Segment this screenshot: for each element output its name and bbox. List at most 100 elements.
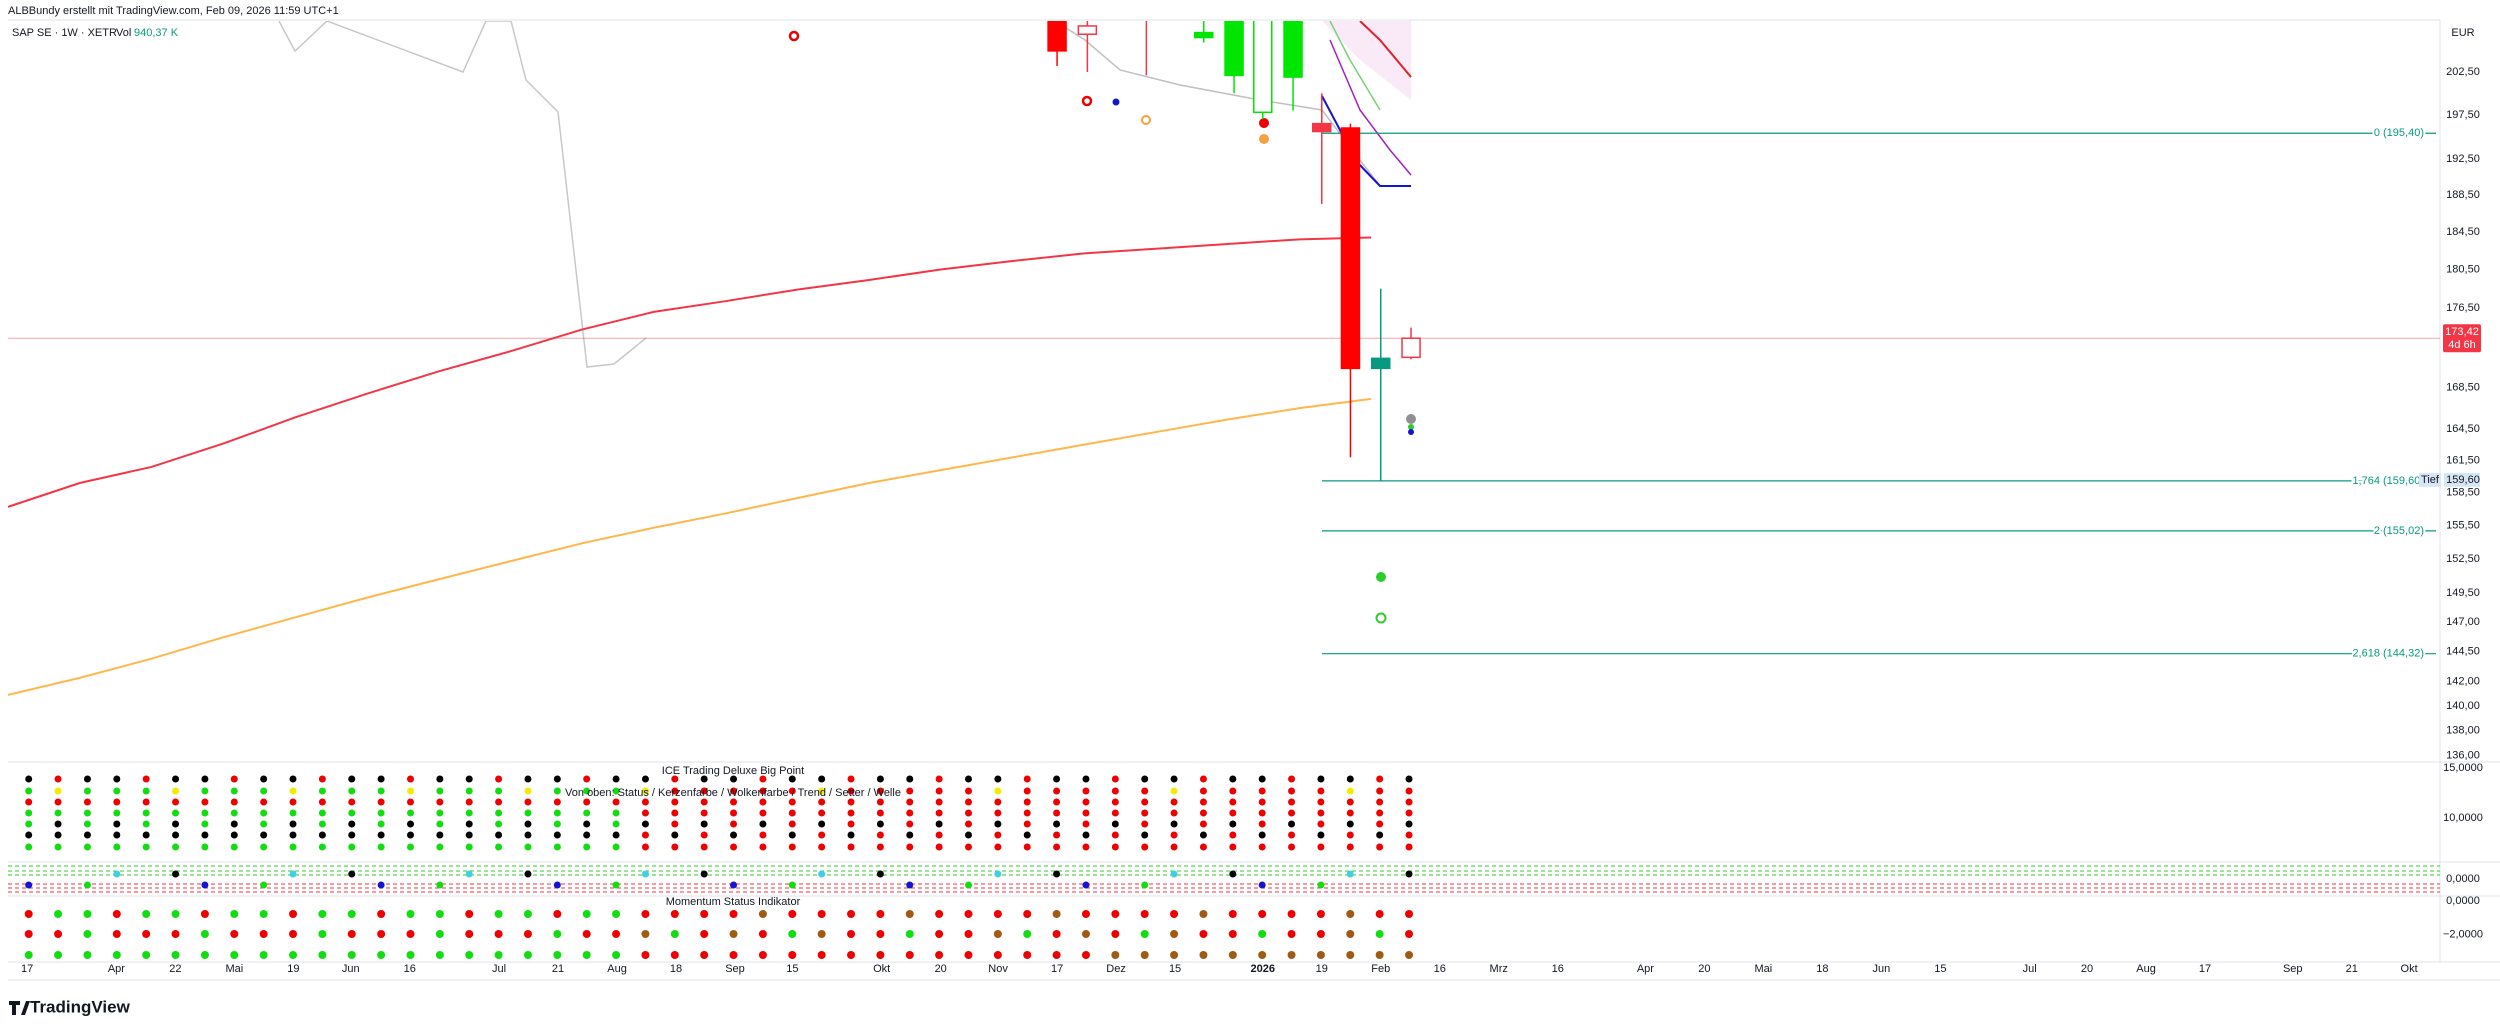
status-dot: [494, 910, 503, 918]
status-dot: [406, 809, 414, 817]
status-dot: [612, 809, 620, 817]
status-dot: [671, 775, 679, 783]
status-dot: [553, 831, 561, 839]
status-dot: [1346, 843, 1354, 851]
status-dot: [994, 775, 1002, 783]
status-dot: [1053, 831, 1061, 839]
status-dot: [847, 798, 855, 806]
status-dot: [172, 831, 180, 839]
x-tick-label: 19: [1316, 963, 1328, 975]
status-dot: [436, 843, 444, 851]
status-dot: [1229, 798, 1237, 806]
status-dot: [83, 910, 92, 918]
status-dot: [1053, 787, 1061, 795]
fib-label: 2,618 (144,32): [2352, 648, 2424, 660]
status-dot: [1199, 831, 1207, 839]
status-dot: [1316, 930, 1325, 938]
status-dot: [641, 843, 649, 851]
status-dot: [906, 820, 914, 828]
status-dot: [700, 798, 708, 806]
status-dot: [1258, 775, 1266, 783]
status-dot: [964, 820, 972, 828]
band-dot: [612, 881, 620, 889]
status-dot: [289, 809, 297, 817]
status-dot: [1376, 798, 1384, 806]
band-dot: [818, 870, 826, 878]
status-dot: [1023, 775, 1031, 783]
low-value: 159,60: [2446, 474, 2480, 486]
x-tick-label: Okt: [873, 963, 890, 975]
status-dot: [1111, 951, 1120, 959]
status-dot: [406, 775, 414, 783]
band-dot: [964, 881, 972, 889]
band-dot: [1346, 870, 1354, 878]
status-dot: [905, 951, 914, 959]
y-tick-label: 168,50: [2446, 382, 2480, 394]
status-dot: [25, 843, 33, 851]
status-dot: [1228, 910, 1237, 918]
low-tag: Tief: [2421, 474, 2440, 486]
status-dot: [583, 820, 591, 828]
status-dot: [25, 798, 33, 806]
status-dot: [1170, 820, 1178, 828]
status-dot: [25, 831, 33, 839]
status-dot: [993, 930, 1002, 938]
status-dot: [435, 930, 444, 938]
status-dot: [347, 930, 356, 938]
status-dot: [24, 910, 33, 918]
status-dot: [818, 843, 826, 851]
x-tick-label: Apr: [1637, 963, 1654, 975]
status-dot: [612, 951, 621, 959]
status-dot: [318, 787, 326, 795]
status-dot: [171, 930, 180, 938]
status-dot: [641, 809, 649, 817]
status-dot: [348, 809, 356, 817]
status-dot: [318, 930, 327, 938]
band-dot: [994, 870, 1002, 878]
status-dot: [436, 775, 444, 783]
x-tick-label: Mai: [226, 963, 244, 975]
status-dot: [994, 809, 1002, 817]
candle-body: [1311, 122, 1332, 133]
status-dot: [1023, 843, 1031, 851]
status-dot: [1258, 930, 1267, 938]
status-dot: [1082, 775, 1090, 783]
status-dot: [876, 798, 884, 806]
y-tick-label: 152,50: [2446, 553, 2480, 565]
status-dot: [1140, 951, 1149, 959]
last-price-box: [2443, 324, 2481, 353]
status-dot: [25, 820, 33, 828]
status-dot: [1199, 843, 1207, 851]
status-dot: [730, 787, 738, 795]
status-dot: [1229, 775, 1237, 783]
status-dot: [318, 843, 326, 851]
status-dot: [906, 831, 914, 839]
y-tick-label: 176,50: [2446, 302, 2480, 314]
status-dot: [1023, 820, 1031, 828]
status-dot: [201, 787, 209, 795]
status-dot: [83, 930, 92, 938]
status-dot: [406, 951, 415, 959]
status-dot: [1082, 831, 1090, 839]
status-dot: [847, 843, 855, 851]
x-tick-label: 22: [169, 963, 181, 975]
status-dot: [1081, 951, 1090, 959]
status-dot: [465, 775, 473, 783]
status-dot: [1081, 930, 1090, 938]
status-dot: [1170, 951, 1179, 959]
status-dot: [406, 930, 415, 938]
status-dot: [171, 951, 180, 959]
main-pane: [8, 21, 2440, 696]
status-dot: [230, 930, 239, 938]
status-dot: [758, 951, 767, 959]
status-dot: [553, 930, 562, 938]
band-dot: [465, 870, 473, 878]
band-dot: [1258, 881, 1266, 889]
band-dot: [553, 881, 561, 889]
status-dot: [876, 809, 884, 817]
status-dot: [348, 831, 356, 839]
status-dot: [113, 820, 121, 828]
status-dot: [935, 843, 943, 851]
status-dot: [172, 809, 180, 817]
x-tick-label: 20: [2081, 963, 2093, 975]
